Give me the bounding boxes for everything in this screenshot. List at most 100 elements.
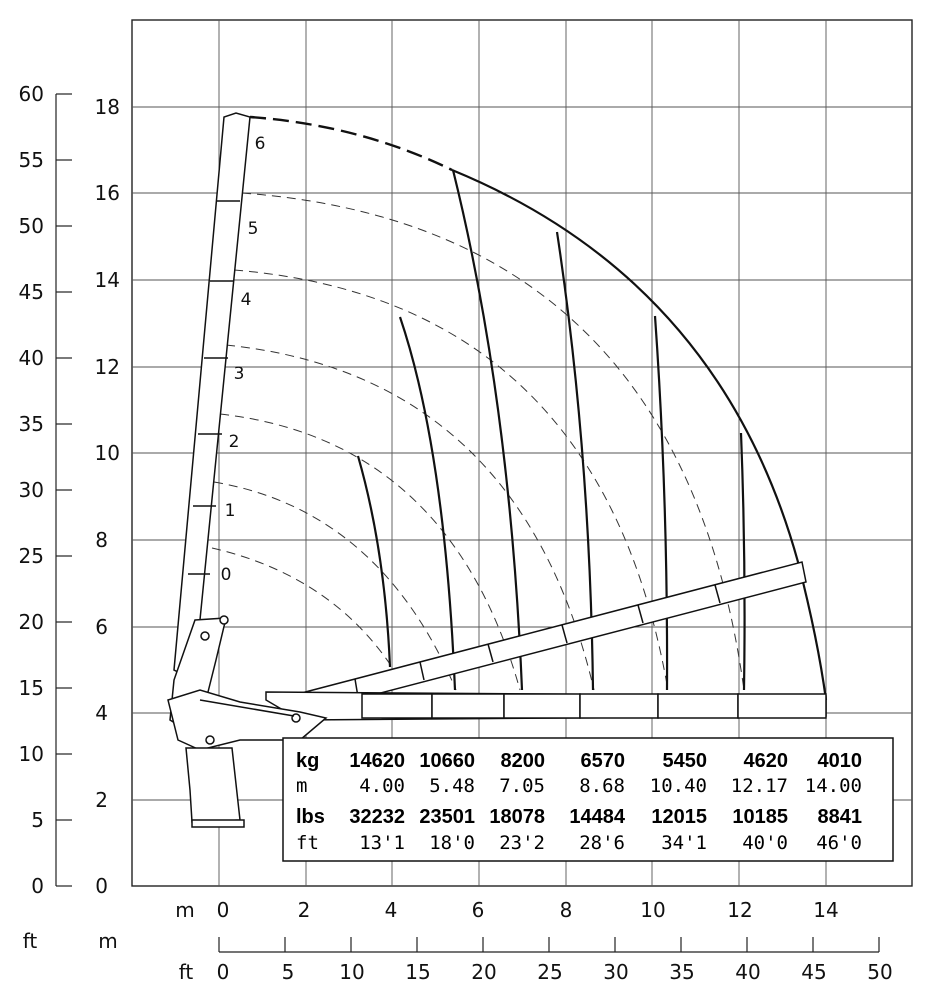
load-line-2 <box>398 316 457 691</box>
raised-boom <box>173 112 251 682</box>
load-table-cell: 5450 <box>663 750 708 772</box>
reach-arc-3 <box>225 344 595 691</box>
ft-left-tick-labels: 0 5 10 15 20 25 30 35 40 45 50 55 60 <box>19 82 44 898</box>
load-table-cell: 4010 <box>818 750 863 772</box>
m-bottom-tick: 0 <box>217 898 230 922</box>
ft-left-tick: 0 <box>31 874 44 898</box>
load-table-unit: m <box>296 775 307 797</box>
ft-bottom-tick: 25 <box>537 960 562 984</box>
m-bottom-axis: m 0 2 4 6 8 10 12 14 <box>175 898 838 922</box>
ft-bottom-tick: 40 <box>735 960 760 984</box>
m-left-tick: 2 <box>95 788 108 812</box>
reach-arc-4 <box>233 269 669 691</box>
ft-bottom-unit: ft <box>179 960 194 984</box>
boom-segment-label: 4 <box>241 290 252 310</box>
ft-left-tick: 25 <box>19 544 44 568</box>
ft-left-tick: 60 <box>19 82 44 106</box>
ft-bottom-tick: 0 <box>217 960 230 984</box>
load-table-cell: 14.00 <box>805 775 862 797</box>
reach-arc-0 <box>211 547 393 668</box>
ft-bottom-tick: 10 <box>339 960 364 984</box>
m-bottom-tick: 12 <box>727 898 752 922</box>
m-left-tick: 6 <box>95 615 108 639</box>
boom-segment-labels: 0 1 2 3 4 5 6 <box>221 134 266 585</box>
load-table-cell: 23501 <box>419 806 475 828</box>
load-table-cell: 12.17 <box>731 775 788 797</box>
m-left-tick: 16 <box>95 181 120 205</box>
load-table-cell: 10660 <box>419 750 475 772</box>
load-table-unit: lbs <box>296 806 325 828</box>
ft-left-tick: 10 <box>19 742 44 766</box>
ft-bottom-tick: 30 <box>603 960 628 984</box>
ft-left-tick: 45 <box>19 280 44 304</box>
m-left-tick: 0 <box>95 874 108 898</box>
ft-left-tick: 15 <box>19 676 44 700</box>
load-table-cell: 14484 <box>569 806 625 828</box>
m-left-tick: 8 <box>95 528 108 552</box>
ft-left-tick: 40 <box>19 346 44 370</box>
ft-bottom-tick: 50 <box>867 960 892 984</box>
ft-unit-label: ft <box>23 929 38 953</box>
load-table <box>282 737 894 862</box>
boom-segment-label: 2 <box>229 432 240 452</box>
m-left-tick: 14 <box>95 268 120 292</box>
load-table-cell: 7.05 <box>499 775 545 797</box>
outer-envelope <box>451 168 828 701</box>
load-table-cell: 8841 <box>818 806 863 828</box>
reach-arc-2 <box>219 413 521 691</box>
load-table-cell: 18'0 <box>429 832 475 854</box>
load-table-cell: 34'1 <box>661 832 707 854</box>
m-left-tick: 4 <box>95 701 108 725</box>
reach-arcs <box>211 192 745 691</box>
load-table-cell: 12015 <box>651 806 707 828</box>
ft-bottom-tick: 20 <box>471 960 496 984</box>
m-left-tick: 12 <box>95 355 120 379</box>
load-table-cell: 4620 <box>744 750 789 772</box>
load-table-cell: 10.40 <box>650 775 707 797</box>
m-bottom-tick: 14 <box>813 898 838 922</box>
load-table-cells: kg 14620 10660 8200 6570 5450 4620 4010 m 4.00 5.4… <box>296 750 862 854</box>
boom-segment-label: 1 <box>225 501 236 521</box>
load-table-cell: 5.48 <box>429 775 475 797</box>
ft-left-tick: 35 <box>19 412 44 436</box>
ft-bottom-tick: 15 <box>405 960 430 984</box>
load-table-cell: 8200 <box>501 750 546 772</box>
load-table-cell: 8.68 <box>579 775 625 797</box>
crane-base <box>167 615 328 828</box>
load-table-cell: 32232 <box>349 806 405 828</box>
load-table-cell: 14620 <box>349 750 405 772</box>
boom-segment-label: 5 <box>248 219 259 239</box>
ft-bottom-tick: 45 <box>801 960 826 984</box>
ft-bottom-axis <box>218 937 880 953</box>
horizontal-boom <box>265 691 827 721</box>
outer-envelope-dashed <box>249 115 453 172</box>
ft-left-axis <box>55 93 72 887</box>
m-left-tick: 18 <box>95 95 120 119</box>
m-bottom-tick: 6 <box>472 898 485 922</box>
m-bottom-unit: m <box>175 898 194 922</box>
load-table-cell: 28'6 <box>579 832 625 854</box>
m-left-tick: 10 <box>95 441 120 465</box>
load-table-cell: 40'0 <box>742 832 788 854</box>
m-bottom-tick: 8 <box>560 898 573 922</box>
load-line-3 <box>451 169 524 691</box>
ft-bottom-tick: 5 <box>282 960 295 984</box>
load-table-cell: 18078 <box>489 806 545 828</box>
load-line-5 <box>653 315 669 691</box>
ft-left-tick: 20 <box>19 610 44 634</box>
ft-left-tick: 5 <box>31 808 44 832</box>
boom-segment-label: 6 <box>255 134 266 154</box>
load-table-cell: 4.00 <box>359 775 405 797</box>
boom-segment-label: 3 <box>234 364 245 384</box>
reach-arc-5 <box>241 192 745 691</box>
load-table-cell: 46'0 <box>816 832 862 854</box>
load-table-cell: 23'2 <box>499 832 545 854</box>
load-line-6 <box>739 432 746 691</box>
ft-bottom-tick: 35 <box>669 960 694 984</box>
ft-left-tick: 30 <box>19 478 44 502</box>
ft-left-tick: 55 <box>19 148 44 172</box>
load-line-1 <box>356 455 392 668</box>
inclined-boom <box>288 561 807 715</box>
ft-bottom-tick-labels: ft 0 5 10 15 20 25 30 35 40 45 50 <box>179 960 893 984</box>
